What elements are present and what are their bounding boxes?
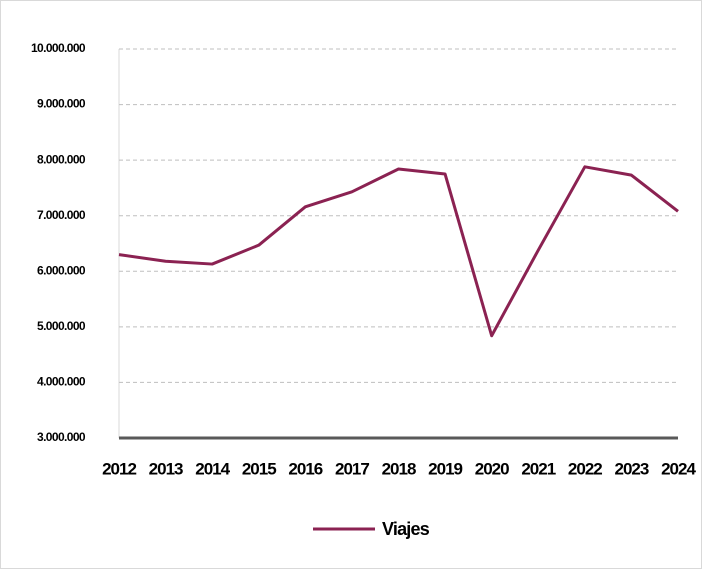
x-tick-label: 2022	[568, 459, 602, 478]
y-tick-label: 9.000.000	[37, 97, 86, 111]
legend-label: Viajes	[382, 519, 430, 539]
x-tick-label: 2020	[475, 459, 509, 478]
y-tick-label: 4.000.000	[37, 375, 86, 389]
y-tick-label: 6.000.000	[37, 263, 86, 277]
x-tick-label: 2023	[615, 459, 649, 478]
x-tick-label: 2013	[149, 459, 183, 478]
y-tick-label: 7.000.000	[37, 208, 86, 222]
data-line	[118, 165, 679, 338]
x-tick-label: 2024	[661, 459, 696, 478]
y-tick-label: 10.000.000	[31, 41, 86, 55]
x-tick-label: 2015	[242, 459, 276, 478]
x-tick-label: 2017	[335, 459, 369, 478]
x-tick-label: 2021	[521, 459, 555, 478]
x-tick-label: 2018	[382, 459, 416, 478]
x-tick-label: 2016	[288, 459, 322, 478]
y-tick-label: 8.000.000	[37, 152, 86, 166]
y-tick-label: 5.000.000	[37, 319, 86, 333]
x-tick-label: 2012	[102, 459, 136, 478]
y-tick-label: 3.000.000	[37, 430, 86, 444]
x-tick-label: 2014	[195, 459, 230, 478]
x-tick-label: 2019	[428, 459, 462, 478]
